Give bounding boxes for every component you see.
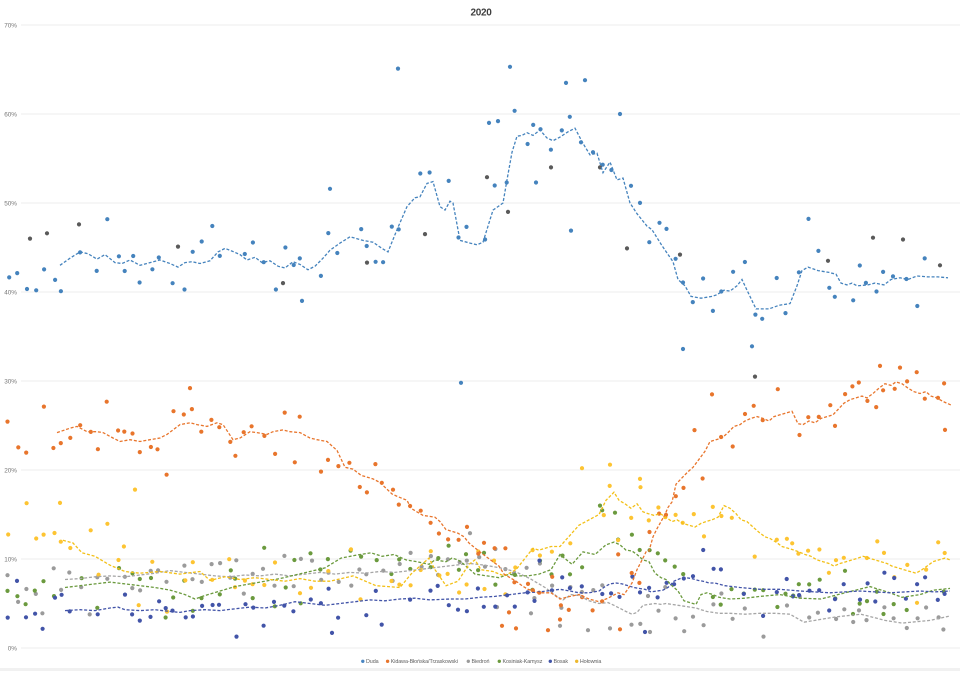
svg-text:10%: 10% [4,556,17,563]
svg-text:Biedroń: Biedroń [472,659,490,665]
svg-text:50%: 50% [4,200,17,207]
svg-text:60%: 60% [4,111,17,118]
svg-text:30%: 30% [4,378,17,385]
svg-text:Kosiniak-Kamysz: Kosiniak-Kamysz [503,659,543,665]
svg-text:Bosak: Bosak [554,659,569,665]
svg-text:0%: 0% [8,645,18,652]
svg-text:20%: 20% [4,467,17,474]
svg-text:Hołownia: Hołownia [580,659,601,665]
svg-text:Duda: Duda [366,659,379,665]
svg-text:40%: 40% [4,289,17,296]
svg-text:Kidawa-Błońska/Trzaskowski: Kidawa-Błońska/Trzaskowski [391,659,458,665]
svg-text:70%: 70% [4,22,17,29]
svg-text:2020: 2020 [470,8,492,19]
